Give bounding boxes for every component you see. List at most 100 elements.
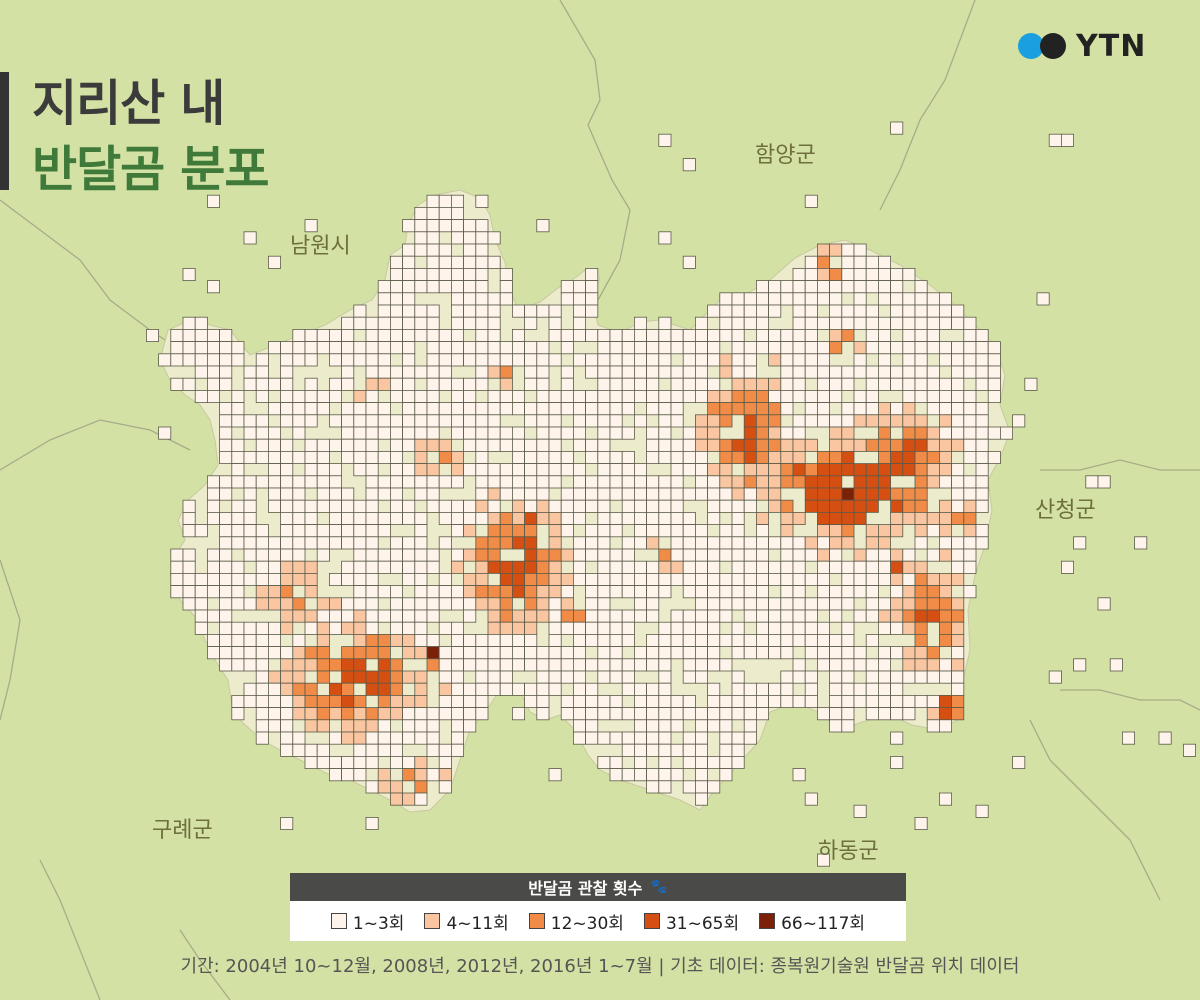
grid-cell: [389, 487, 403, 501]
grid-cell: [658, 670, 672, 684]
grid-cell: [280, 548, 294, 562]
grid-cell: [389, 414, 403, 428]
grid-cell: [878, 450, 892, 464]
grid-cell: [780, 450, 794, 464]
grid-cell: [585, 658, 599, 672]
grid-cell: [621, 328, 635, 342]
grid-cell: [646, 573, 660, 587]
grid-cell: [865, 304, 879, 318]
grid-cell: [731, 573, 745, 587]
grid-cell: [658, 450, 672, 464]
grid-cell: [255, 597, 269, 611]
grid-cell: [280, 573, 294, 587]
grid-cell: [792, 560, 806, 574]
grid-cell: [536, 573, 550, 587]
grid-cell: [487, 487, 501, 501]
grid-cell: [865, 389, 879, 403]
grid-cell: [682, 658, 696, 672]
grid-cell: [743, 487, 757, 501]
grid-cell: [585, 707, 599, 721]
grid-cell: [731, 328, 745, 342]
grid-cell: [219, 353, 233, 367]
grid-cell: [292, 658, 306, 672]
grid-cell: [450, 499, 464, 513]
grid-cell: [914, 426, 928, 440]
grid-cell: [829, 658, 843, 672]
grid-cell: [707, 377, 721, 391]
grid-cell: [560, 450, 574, 464]
grid-cell: [829, 670, 843, 684]
grid-cell: [438, 707, 452, 721]
legend-swatch: [528, 913, 545, 929]
grid-cell: [621, 682, 635, 696]
grid-cell: [389, 780, 403, 794]
grid-cell: [975, 463, 989, 477]
grid-cell: [951, 402, 965, 416]
grid-cell: [280, 402, 294, 416]
grid-cell: [719, 707, 733, 721]
grid-cell: [475, 304, 489, 318]
grid-cell: [438, 646, 452, 660]
grid-cell: [609, 524, 623, 538]
grid-cell: [426, 719, 440, 733]
grid-cell: [841, 719, 855, 733]
grid-cell: [621, 585, 635, 599]
grid-cell: [353, 512, 367, 526]
grid-cell: [292, 634, 306, 648]
grid-cell: [780, 353, 794, 367]
grid-cell: [206, 353, 220, 367]
grid-cell: [951, 377, 965, 391]
grid-cell: [450, 219, 464, 233]
grid-cell: [780, 560, 794, 574]
grid-cell: [267, 670, 281, 684]
grid-cell: [487, 414, 501, 428]
grid-cell: [731, 316, 745, 330]
grid-cell: [512, 707, 526, 721]
grid-cell: [939, 402, 953, 416]
grid-cell: [829, 609, 843, 623]
grid-cell: [817, 499, 831, 513]
grid-cell: [939, 438, 953, 452]
grid-cell: [377, 682, 391, 696]
grid-cell: [951, 316, 965, 330]
grid-cell: [414, 597, 428, 611]
grid-cell: [853, 414, 867, 428]
grid-cell: [280, 450, 294, 464]
grid-cell: [719, 328, 733, 342]
grid-cell: [231, 402, 245, 416]
grid-cell: [634, 487, 648, 501]
grid-cell: [951, 426, 965, 440]
grid-cell: [475, 499, 489, 513]
grid-cell: [243, 414, 257, 428]
grid-cell: [670, 536, 684, 550]
grid-cell: [255, 365, 269, 379]
grid-cell: [536, 512, 550, 526]
grid-cell: [389, 499, 403, 513]
grid-cell: [658, 743, 672, 757]
grid-cell: [402, 707, 416, 721]
grid-cell: [328, 487, 342, 501]
grid-cell: [414, 560, 428, 574]
grid-cell: [560, 573, 574, 587]
grid-cell: [780, 438, 794, 452]
grid-cell: [914, 573, 928, 587]
grid-cell: [316, 670, 330, 684]
grid-cell: [243, 475, 257, 489]
grid-cell: [682, 365, 696, 379]
grid-cell: [926, 475, 940, 489]
grid-cell: [670, 621, 684, 635]
grid-cell: [597, 512, 611, 526]
grid-cell: [548, 438, 562, 452]
grid-cell: [841, 646, 855, 660]
grid-cell: [243, 646, 257, 660]
grid-cell: [914, 536, 928, 550]
grid-cell: [621, 341, 635, 355]
grid-cell: [841, 255, 855, 269]
grid-cell: [743, 731, 757, 745]
grid-cell: [646, 438, 660, 452]
grid-cell: [817, 536, 831, 550]
grid-cell: [756, 560, 770, 574]
grid-cell: [402, 463, 416, 477]
grid-cell: [450, 463, 464, 477]
grid-cell: [463, 316, 477, 330]
